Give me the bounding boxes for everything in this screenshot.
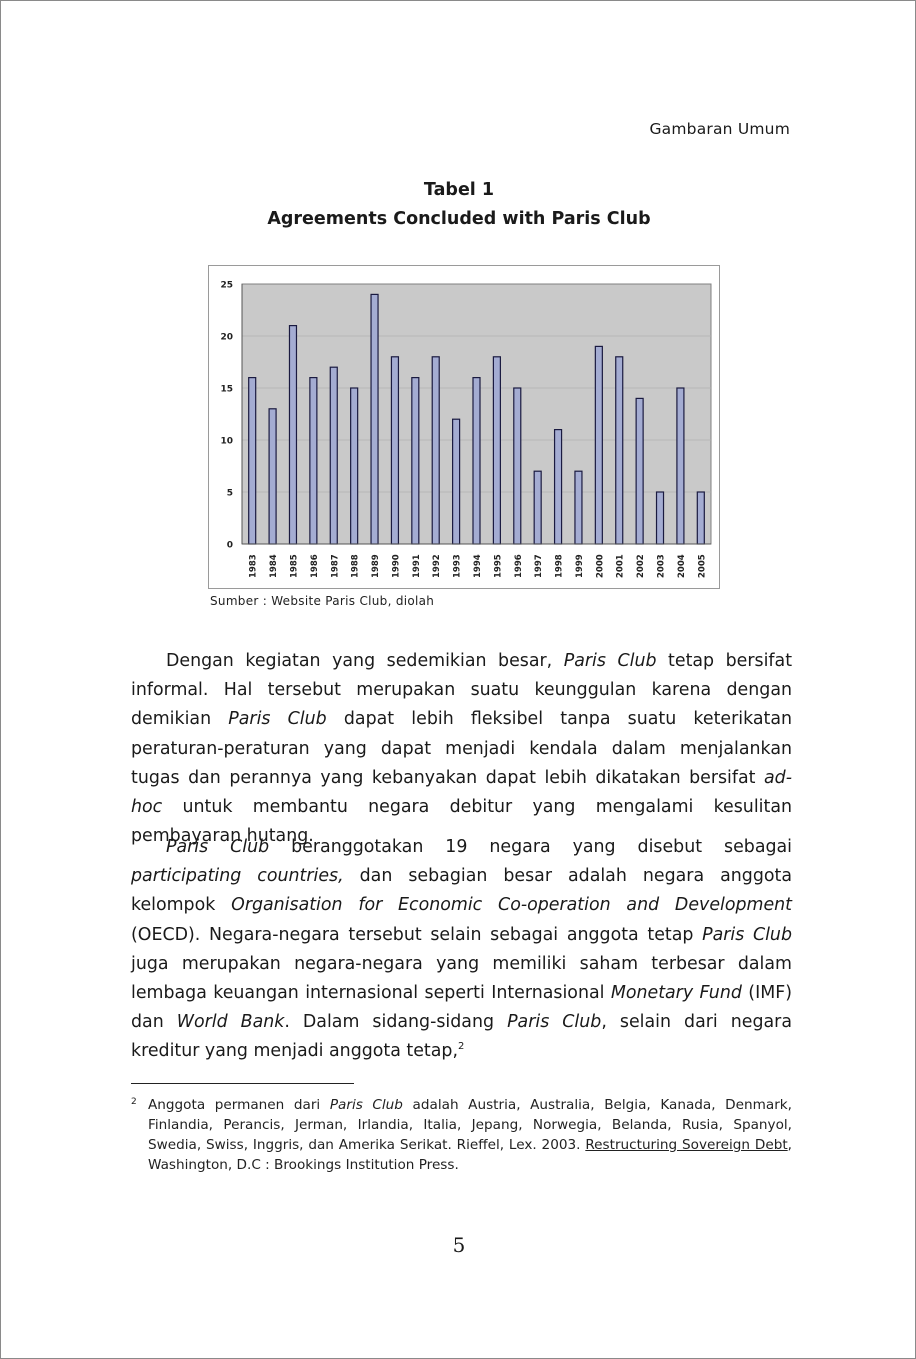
bar (329, 366, 338, 545)
y-tick-label: 20 (220, 333, 233, 343)
bar (411, 376, 420, 545)
table-title: Agreements Concluded with Paris Club (267, 209, 651, 229)
bar (635, 397, 644, 545)
bar (676, 387, 685, 545)
footnote-text: Anggota permanen dari Paris Club adalah … (148, 1097, 792, 1173)
bar (655, 491, 665, 545)
x-tick-label: 2003 (657, 554, 667, 578)
paragraph-2: Paris Club beranggotakan 19 negara yang … (131, 837, 793, 1062)
bar (472, 376, 481, 545)
table-source-note: Sumber : Website Paris Club, diolah (210, 594, 435, 608)
table-caption: Tabel 1 Agreements Concluded with Paris … (1, 176, 916, 234)
bar (390, 356, 400, 545)
bar (370, 293, 379, 545)
running-header: Gambaran Umum (649, 120, 790, 138)
bar (288, 324, 298, 545)
table-label: Tabel 1 (423, 180, 495, 200)
bar (696, 491, 705, 545)
x-tick-label: 1998 (555, 554, 565, 578)
book-title: Restructuring Sovereign Debt (585, 1137, 788, 1153)
footnote-divider (131, 1083, 354, 1084)
x-tick-label: 1989 (371, 554, 381, 578)
x-tick-label: 1986 (310, 554, 320, 578)
x-tick-label: 1987 (330, 554, 340, 578)
bar (513, 387, 522, 545)
page-number: 5 (452, 1233, 466, 1257)
x-tick-label: 1993 (453, 554, 463, 578)
x-tick-label: 1984 (269, 554, 279, 578)
bar (248, 376, 257, 545)
bar (431, 356, 440, 545)
x-tick-label: 1999 (575, 554, 585, 578)
x-tick-label: 1991 (412, 554, 422, 578)
x-tick-label: 1992 (432, 554, 442, 578)
x-tick-label: 1996 (514, 554, 524, 578)
bar (533, 470, 542, 545)
footnote-mark: 2 (131, 1097, 137, 1107)
x-tick-label: 2005 (697, 554, 707, 578)
bar (452, 418, 461, 545)
x-tick-label: 1988 (351, 554, 361, 578)
y-tick-label: 0 (227, 541, 233, 551)
bar (615, 356, 624, 545)
bar (350, 387, 359, 545)
x-tick-label: 2000 (595, 554, 605, 578)
x-tick-label: 1994 (473, 554, 483, 578)
bar (574, 470, 583, 545)
x-tick-label: 1983 (249, 554, 259, 578)
x-tick-label: 1995 (493, 554, 503, 578)
y-tick-label: 10 (220, 437, 233, 447)
y-tick-label: 15 (220, 385, 233, 395)
paragraph-1: Dengan kegiatan yang sedemikian besar, P… (131, 651, 793, 847)
x-tick-label: 2002 (636, 554, 646, 578)
x-tick-label: 2004 (677, 554, 687, 578)
x-tick-label: 2001 (616, 554, 626, 578)
bar (268, 408, 277, 545)
x-tick-label: 1990 (391, 554, 401, 578)
bar-chart: 0 5 10 15 20 25 1983 1984 1985 1986 1987 1988 1989 19… (208, 265, 720, 589)
x-tick-label: 1985 (289, 554, 299, 578)
bar (492, 356, 501, 545)
bar (594, 345, 603, 545)
x-tick-label: 1997 (534, 554, 544, 578)
bar (309, 376, 318, 545)
footnote: 2 Anggota permanen dari Paris Club adala… (131, 1095, 792, 1175)
y-tick-label: 5 (227, 489, 233, 499)
bar (553, 429, 563, 545)
y-tick-label: 25 (220, 281, 233, 291)
bar-chart-svg: 0 5 10 15 20 25 1983 1984 1985 1986 1987 1988 1989 19… (220, 281, 712, 578)
footnote-reference: 2 (457, 1041, 465, 1053)
